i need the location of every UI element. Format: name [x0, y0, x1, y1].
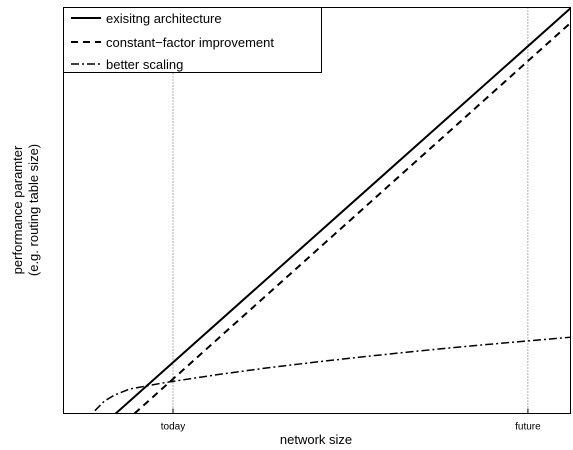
- series-line-constant-factor: [133, 22, 572, 415]
- legend-box: [63, 7, 322, 73]
- series-line-better-scaling: [94, 336, 571, 412]
- legend: exisitng architecture constant−factor im…: [63, 7, 322, 73]
- x-tick-label-future: future: [515, 422, 541, 433]
- legend-label-constant-factor: constant−factor improvement: [106, 35, 274, 50]
- x-tick-label-today: today: [161, 422, 185, 433]
- y-axis-label-line-2: (e.g. routing table size): [26, 144, 41, 276]
- series-lines: [94, 7, 572, 415]
- y-axis-label-line-1: performance paramter: [10, 145, 25, 274]
- x-axis-label: network size: [280, 432, 352, 447]
- legend-label-existing: exisitng architecture: [106, 11, 222, 26]
- legend-label-better-scaling: better scaling: [106, 57, 183, 72]
- series-line-existing-architecture: [115, 7, 572, 415]
- x-ticks: today future: [161, 408, 541, 433]
